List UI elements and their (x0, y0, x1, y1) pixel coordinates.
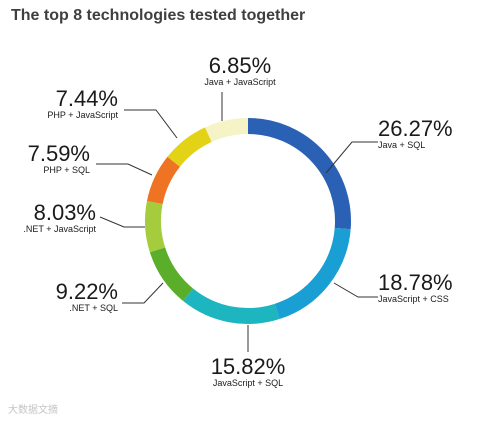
slice-value-label: 9.22% (56, 279, 118, 304)
donut-slice (167, 127, 212, 167)
slice-category-label: Java + JavaScript (204, 77, 276, 87)
slice-category-label: PHP + SQL (43, 165, 90, 175)
slice-category-label: Java + SQL (378, 140, 425, 150)
slice-value-label: 7.59% (28, 141, 90, 166)
slice-value-label: 18.78% (378, 270, 453, 295)
leader-line (96, 163, 153, 176)
donut-slice (145, 200, 166, 253)
donut-slice (146, 156, 181, 205)
donut-slices (145, 118, 351, 324)
donut-slice (247, 118, 351, 230)
leader-line (333, 282, 378, 298)
slice-category-label: .NET + SQL (69, 303, 118, 313)
slice-value-label: 7.44% (56, 86, 118, 111)
donut-slice (274, 227, 351, 320)
chart-title: The top 8 technologies tested together (11, 7, 306, 24)
leader-line (99, 216, 145, 228)
slice-value-label: 6.85% (209, 53, 271, 78)
leader-line (124, 109, 178, 139)
slice-value-label: 15.82% (211, 354, 286, 379)
slice-category-label: PHP + JavaScript (47, 110, 118, 120)
slice-category-label: JavaScript + SQL (213, 378, 283, 388)
leader-line (122, 282, 164, 304)
slice-category-label: .NET + JavaScript (23, 224, 96, 234)
donut-slice (149, 247, 194, 301)
donut-slice (182, 288, 280, 324)
leader-line (325, 141, 378, 174)
slice-category-label: JavaScript + CSS (378, 294, 449, 304)
slice-value-label: 26.27% (378, 116, 453, 141)
slice-value-label: 8.03% (34, 200, 96, 225)
donut-slice (205, 118, 249, 143)
slice-labels: 26.27%Java + SQL 18.78%JavaScript + CSS 15… (23, 53, 452, 388)
watermark-text: 大数据文摘 (8, 405, 58, 416)
leader-lines (96, 92, 378, 352)
